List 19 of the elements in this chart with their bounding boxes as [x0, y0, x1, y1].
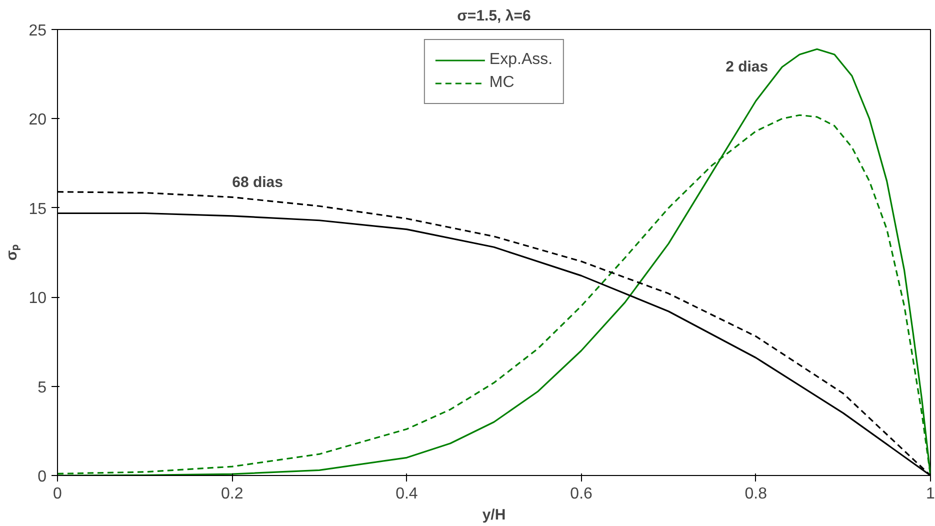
- y-tick-label: 15: [28, 200, 47, 218]
- chart-title: σ=1.5, λ=6: [457, 8, 531, 24]
- x-tick-label: 0.8: [744, 486, 768, 502]
- y-tick-label: 0: [38, 468, 47, 486]
- legend-label: MC: [489, 74, 514, 92]
- y-tick-label: 20: [28, 112, 47, 129]
- y-tick-label: 25: [28, 22, 47, 40]
- annotation: 68 dias: [232, 174, 283, 192]
- legend-label: Exp.Ass.: [489, 51, 553, 69]
- x-tick-label: 0.2: [220, 486, 244, 502]
- y-tick-label: 10: [28, 290, 47, 308]
- y-axis-title: σₚ: [4, 244, 21, 261]
- y-tick-label: 5: [38, 379, 47, 396]
- annotation: 2 dias: [726, 58, 768, 76]
- x-tick-label: 1: [926, 486, 935, 502]
- x-tick-label: 0.6: [570, 486, 593, 502]
- x-tick-label: 0: [53, 486, 62, 502]
- x-axis-title: y/H: [482, 506, 506, 524]
- x-tick-label: 0.4: [396, 486, 418, 502]
